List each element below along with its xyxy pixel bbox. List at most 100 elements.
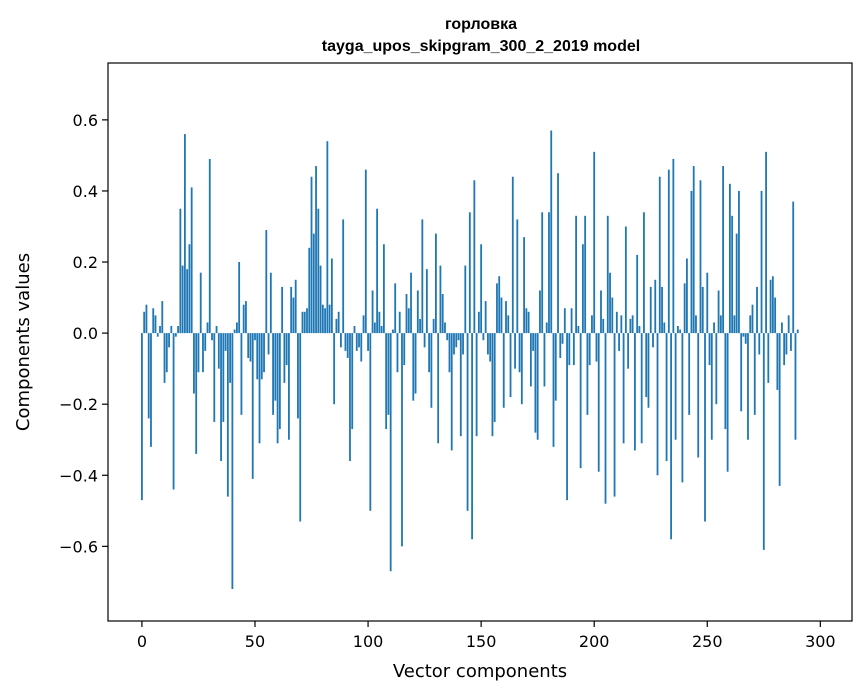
bar	[532, 333, 535, 351]
bar	[199, 272, 202, 334]
bar	[609, 272, 611, 334]
bar	[330, 258, 333, 334]
bar	[170, 326, 173, 334]
bar	[229, 333, 232, 383]
bar	[767, 333, 770, 383]
bar	[496, 283, 498, 334]
bar	[416, 290, 419, 334]
bar	[312, 233, 315, 334]
bar	[663, 322, 666, 334]
bar	[446, 333, 449, 341]
bar	[787, 315, 790, 334]
y-tick-label: 0.4	[73, 182, 98, 201]
bar	[654, 279, 657, 334]
bar	[172, 333, 175, 490]
bar	[683, 283, 686, 334]
bar	[636, 254, 639, 334]
bar	[355, 333, 358, 351]
bar	[550, 130, 553, 334]
bar	[500, 297, 503, 334]
bar	[647, 333, 650, 408]
bar	[310, 176, 313, 334]
bar	[475, 333, 478, 437]
bar	[288, 333, 290, 440]
bar	[263, 333, 265, 373]
bar	[419, 318, 421, 334]
bar	[292, 297, 295, 334]
bar	[457, 333, 460, 341]
bar	[545, 322, 548, 334]
bar	[484, 301, 487, 334]
bar	[389, 333, 392, 572]
bar	[679, 329, 682, 334]
bar	[161, 301, 164, 334]
x-tick-label: 0	[137, 632, 147, 651]
bar	[507, 315, 510, 334]
bar-series	[141, 130, 799, 590]
x-tick-label: 300	[805, 632, 836, 651]
bar	[686, 258, 688, 334]
y-tick-label: 0.2	[73, 253, 98, 272]
bar	[213, 333, 216, 422]
bar	[586, 333, 589, 415]
bar	[231, 333, 234, 590]
bar	[272, 333, 274, 415]
bar	[774, 297, 777, 334]
bar	[563, 308, 566, 334]
bar	[658, 176, 661, 334]
bar	[235, 322, 238, 334]
bar	[340, 333, 342, 348]
bar	[387, 333, 390, 415]
bar	[568, 333, 571, 366]
bar	[622, 333, 625, 444]
bar	[247, 333, 250, 358]
bar	[373, 322, 376, 334]
bar	[591, 315, 593, 334]
bar	[432, 318, 435, 334]
bar	[783, 333, 786, 366]
bar	[269, 272, 272, 334]
bar	[708, 333, 711, 366]
bar	[346, 333, 349, 358]
bar	[604, 333, 607, 504]
bar	[333, 333, 336, 405]
bar	[351, 333, 354, 430]
bar	[595, 333, 598, 362]
bar	[613, 333, 616, 497]
bar	[769, 279, 772, 334]
bar	[382, 244, 385, 334]
bar	[749, 315, 752, 334]
bar	[717, 290, 720, 334]
bar	[676, 326, 679, 334]
bar	[638, 326, 641, 334]
bar	[453, 333, 455, 355]
bar	[722, 166, 725, 334]
bar	[529, 333, 532, 387]
bar	[493, 333, 496, 422]
bar	[208, 158, 211, 334]
bar	[516, 219, 519, 334]
bar	[661, 286, 663, 334]
chart-subtitle: tayga_upos_skipgram_300_2_2019 model	[322, 38, 640, 55]
bar	[181, 265, 184, 334]
bar	[299, 333, 302, 522]
bar	[536, 333, 539, 440]
bar	[159, 326, 161, 334]
bar	[317, 208, 320, 334]
bar	[706, 272, 709, 334]
bar	[624, 226, 627, 334]
bar	[430, 333, 433, 408]
bar	[398, 311, 401, 334]
bar	[498, 276, 501, 334]
bar	[464, 265, 467, 334]
bar	[518, 333, 521, 373]
bar	[147, 333, 150, 419]
bar	[577, 326, 580, 334]
bar	[274, 333, 277, 401]
bar	[699, 180, 702, 334]
bar	[186, 269, 189, 334]
bar	[328, 304, 331, 334]
bar	[597, 333, 600, 472]
bar	[407, 308, 410, 334]
bar	[477, 311, 480, 334]
